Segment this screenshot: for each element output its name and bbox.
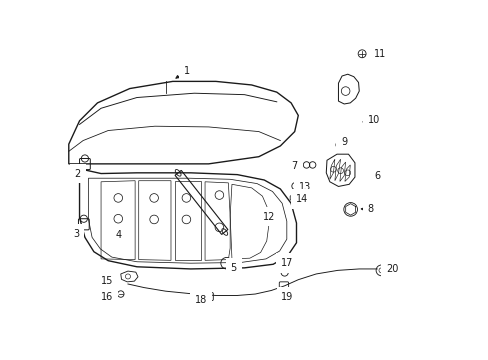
Text: 5: 5	[230, 263, 236, 273]
Text: 1: 1	[183, 66, 190, 76]
Text: 12: 12	[262, 212, 275, 221]
Text: 15: 15	[101, 276, 114, 286]
Text: 7: 7	[291, 161, 297, 171]
Text: 2: 2	[75, 168, 81, 179]
Text: 9: 9	[341, 138, 346, 147]
Text: 8: 8	[367, 204, 373, 215]
Text: 3: 3	[73, 229, 79, 239]
Text: 11: 11	[373, 49, 386, 59]
Text: 6: 6	[373, 171, 380, 181]
Text: 18: 18	[194, 295, 206, 305]
Text: 17: 17	[281, 258, 293, 268]
Text: 10: 10	[367, 115, 380, 125]
Text: 13: 13	[298, 182, 310, 192]
Text: 4: 4	[115, 230, 121, 239]
Text: 20: 20	[385, 264, 398, 274]
Text: 14: 14	[295, 194, 307, 204]
Text: 16: 16	[101, 292, 113, 302]
Text: 19: 19	[281, 292, 293, 302]
